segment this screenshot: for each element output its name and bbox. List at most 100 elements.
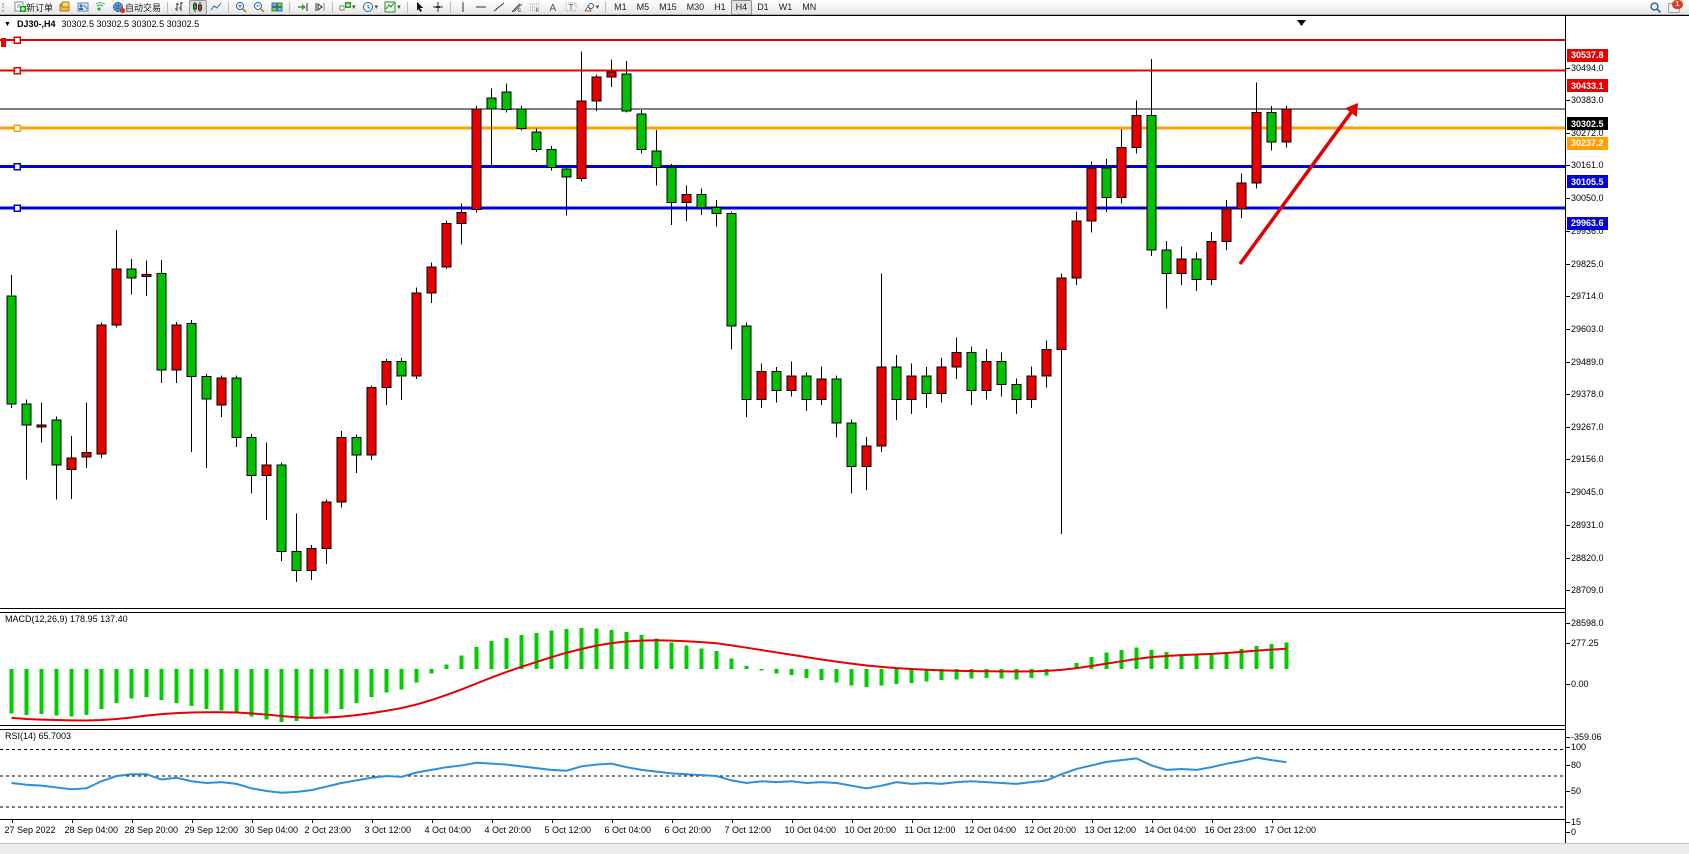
channel-tool-button[interactable]: E bbox=[508, 0, 526, 15]
market-watch-button[interactable] bbox=[74, 0, 92, 15]
bar-chart-mode-button[interactable] bbox=[171, 0, 189, 15]
candle-body bbox=[561, 168, 572, 178]
cursor-tool-button[interactable] bbox=[411, 0, 429, 15]
timeframe-button-M30[interactable]: M30 bbox=[686, 2, 705, 12]
timeframe-button-D1[interactable]: D1 bbox=[757, 2, 769, 12]
candle-body bbox=[861, 445, 872, 468]
new-order-label: 新订单 bbox=[26, 2, 54, 13]
shapes-button[interactable]: ▾ bbox=[580, 0, 603, 15]
chart-menu-caret[interactable]: ▼ bbox=[4, 20, 11, 28]
search-button[interactable] bbox=[1646, 0, 1665, 15]
timeframe-button-W1[interactable]: W1 bbox=[778, 2, 793, 12]
zoom-in-button[interactable] bbox=[232, 0, 250, 15]
macd-panel-splitter[interactable] bbox=[0, 608, 1565, 613]
level-handle[interactable] bbox=[13, 36, 21, 44]
templates-dropdown[interactable]: ▾ bbox=[397, 4, 401, 11]
timeframe-button-M5[interactable]: M5 bbox=[636, 2, 650, 12]
price-tick-label: 30050.0 bbox=[1571, 192, 1604, 203]
candle-body bbox=[381, 360, 392, 389]
time-axis[interactable]: 27 Sep 2022 28 Sep 04:00 28 Sep 20:00 29 Se… bbox=[0, 819, 1565, 845]
auto-scroll-button[interactable] bbox=[293, 0, 311, 15]
tile-windows-button[interactable] bbox=[268, 0, 286, 15]
level-handle[interactable] bbox=[13, 162, 21, 171]
macd-axis-label: 277.25 bbox=[1571, 637, 1599, 648]
templates-button[interactable]: ▾ bbox=[381, 0, 404, 15]
periods-dropdown[interactable]: ▾ bbox=[374, 4, 379, 11]
price-tick-label: 29714.0 bbox=[1571, 291, 1604, 302]
price-tick-label: 29825.0 bbox=[1571, 258, 1604, 269]
time-label: 27 Sep 2022 bbox=[4, 825, 56, 835]
horizontal-line-tool-button[interactable] bbox=[472, 0, 490, 15]
new-order-button[interactable]: 新订单 bbox=[11, 0, 56, 15]
price-axis[interactable]: 30494.0 30383.0 30272.0 30161.0 30050.0 29936… bbox=[1565, 16, 1689, 844]
candle-body bbox=[546, 148, 557, 168]
fibonacci-tool-button[interactable]: F bbox=[526, 0, 544, 15]
price-tick-label: 29156.0 bbox=[1571, 454, 1604, 465]
label-tool-button[interactable]: T bbox=[562, 0, 580, 15]
candle-body bbox=[366, 387, 377, 456]
axis-tick-mark bbox=[1566, 296, 1570, 298]
timeframe-button-M1[interactable]: M1 bbox=[614, 2, 627, 12]
symbol-period-label: DJ30-,H4 bbox=[16, 19, 56, 29]
candle-body bbox=[1101, 167, 1112, 198]
toolbar-right-group: 1 bbox=[1646, 0, 1684, 15]
autotrading-button[interactable]: 自动交易 bbox=[110, 0, 164, 15]
trend-arrow-head bbox=[1345, 103, 1358, 117]
metaeditor-button[interactable] bbox=[56, 0, 74, 15]
chart-shift-button[interactable] bbox=[311, 0, 329, 15]
text-label-icon: T bbox=[565, 2, 577, 12]
time-tick bbox=[11, 820, 13, 823]
price-tick-label: 28709.0 bbox=[1571, 585, 1604, 596]
time-tick bbox=[791, 820, 793, 823]
candle-body bbox=[606, 71, 617, 78]
shapes-dropdown[interactable]: ▾ bbox=[595, 4, 600, 11]
tile-windows-icon bbox=[271, 2, 283, 12]
community-button[interactable]: 1 bbox=[1665, 0, 1684, 15]
axis-tick-mark bbox=[1566, 361, 1570, 363]
trend-arrow[interactable] bbox=[1238, 108, 1355, 266]
chart-plot-area[interactable]: ▼ DJ30-,H4 30302.5 30302.5 30302.5 30302… bbox=[0, 16, 1565, 845]
time-label: 12 Oct 04:00 bbox=[964, 825, 1017, 835]
candlestick-chart-icon bbox=[193, 2, 203, 12]
time-tick bbox=[671, 820, 673, 823]
level-handle[interactable] bbox=[13, 124, 21, 132]
candle-body bbox=[471, 108, 482, 211]
indicators-dropdown[interactable]: ▾ bbox=[352, 4, 356, 11]
main-toolbar: 新订单 自动交易 ▾ ▾ ▾ E F A T ▾ bbox=[0, 0, 1689, 15]
horizontal-line-icon bbox=[475, 6, 486, 8]
indicators-button[interactable]: ▾ bbox=[336, 0, 359, 15]
one-click-trading-toggle[interactable] bbox=[1, 38, 6, 47]
candle-chart-mode-button[interactable] bbox=[189, 0, 208, 15]
text-tool-button[interactable]: A bbox=[544, 0, 562, 15]
macd-axis-label: -359.06 bbox=[1571, 732, 1602, 743]
candle-body bbox=[231, 377, 242, 438]
candle-body bbox=[846, 422, 857, 468]
level-handle[interactable] bbox=[13, 204, 21, 212]
vertical-line-tool-button[interactable] bbox=[454, 0, 472, 15]
level-handle[interactable] bbox=[13, 66, 21, 75]
crosshair-tool-button[interactable] bbox=[429, 0, 447, 15]
trendline-tool-button[interactable] bbox=[490, 0, 508, 15]
axis-tick-mark bbox=[1566, 231, 1570, 233]
timeframe-button-H4[interactable]: H4 bbox=[730, 0, 753, 15]
price-tick-label: 28598.0 bbox=[1571, 617, 1604, 628]
timeframe-button-H1[interactable]: H1 bbox=[714, 2, 726, 12]
rsi-panel-splitter[interactable] bbox=[0, 725, 1565, 730]
zoom-out-button[interactable] bbox=[250, 0, 268, 15]
price-tick-label: 29936.0 bbox=[1571, 226, 1604, 237]
time-label: 5 Oct 12:00 bbox=[544, 825, 592, 835]
time-tick bbox=[971, 820, 973, 823]
signals-button[interactable] bbox=[92, 0, 110, 15]
periods-button[interactable]: ▾ bbox=[359, 0, 382, 15]
macd-indicator-label: MACD(12,26,9) 178.95 137.40 bbox=[5, 614, 128, 624]
bid-price-badge: 30302.5 bbox=[1567, 117, 1608, 131]
line-chart-mode-button[interactable] bbox=[207, 0, 225, 15]
timeframe-button-M15[interactable]: M15 bbox=[659, 2, 677, 12]
ohlc-values: 30302.5 30302.5 30302.5 30302.5 bbox=[61, 19, 200, 29]
candle-body bbox=[66, 457, 77, 471]
time-tick bbox=[311, 820, 313, 823]
timeframe-button-MN[interactable]: MN bbox=[802, 2, 817, 12]
price-tick-label: 28820.0 bbox=[1571, 552, 1604, 563]
candle-body bbox=[1041, 349, 1052, 377]
time-tick bbox=[611, 820, 613, 823]
